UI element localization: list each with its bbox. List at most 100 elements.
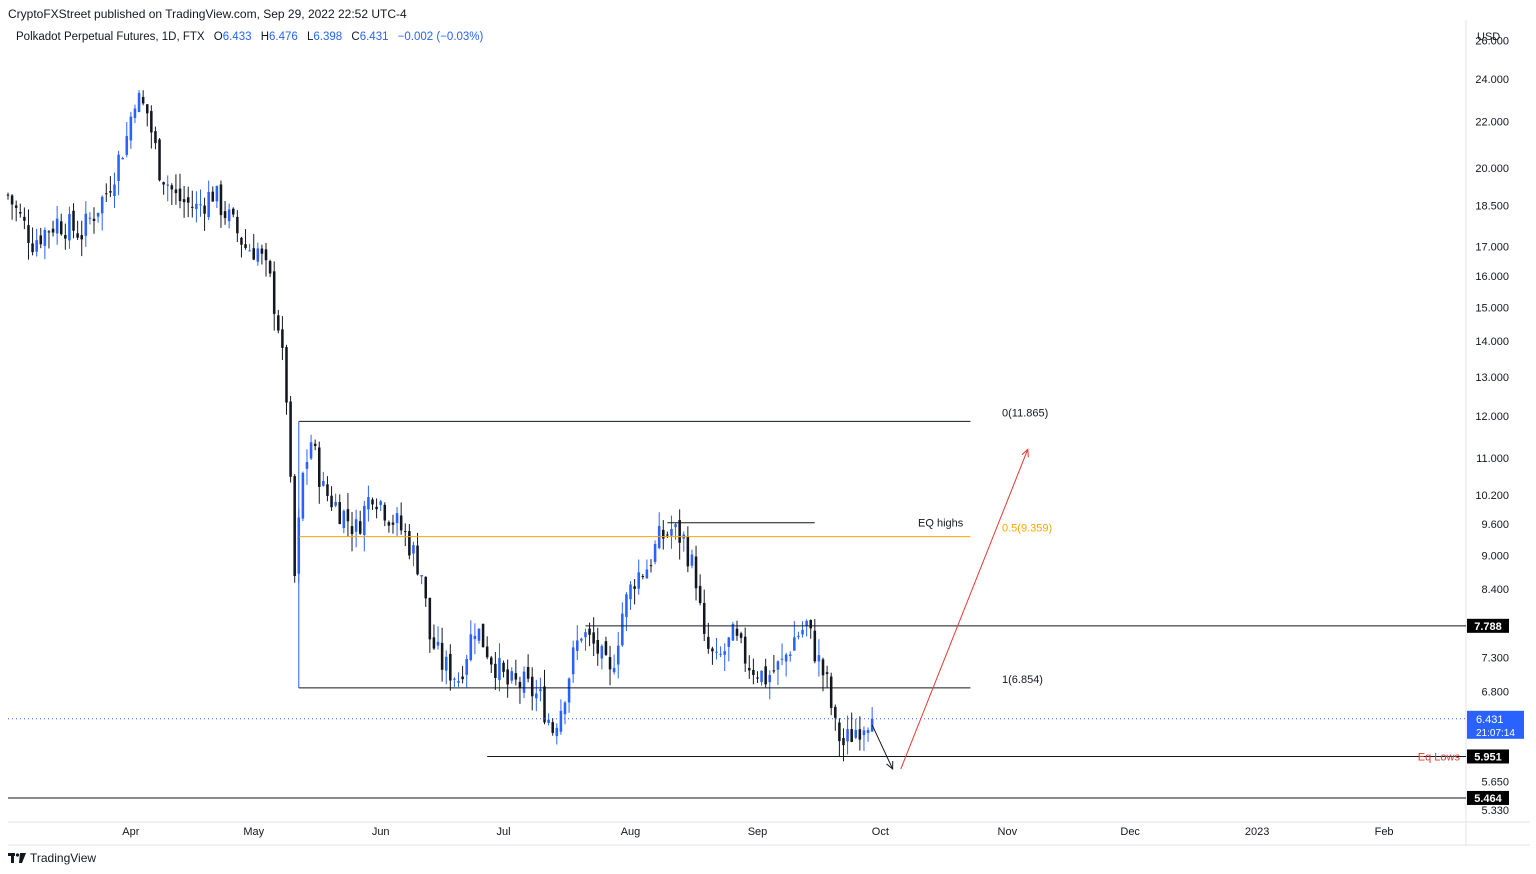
low-value: 6.398 xyxy=(313,31,343,43)
candle-body xyxy=(506,669,509,685)
candle-body xyxy=(367,497,370,510)
candle-body xyxy=(379,501,382,505)
y-tick-label: 7.300 xyxy=(1481,652,1509,664)
candle-body xyxy=(616,645,620,665)
candle-body xyxy=(424,576,428,599)
arrow-head xyxy=(886,760,894,771)
candle-body xyxy=(19,212,22,214)
candle-body xyxy=(100,196,104,214)
y-tick-label: 18.500 xyxy=(1475,201,1509,213)
candle-body xyxy=(768,674,772,683)
y-tick-label: 24.000 xyxy=(1475,74,1509,86)
candle-body xyxy=(51,228,55,233)
arrow-head xyxy=(1021,448,1029,458)
candle-body xyxy=(805,620,808,626)
x-tick-label: 2023 xyxy=(1245,826,1269,838)
candle-body xyxy=(801,629,804,635)
y-tick-label: 8.400 xyxy=(1481,584,1509,596)
fib-level-label: 1(6.854) xyxy=(1002,674,1043,686)
candle-body xyxy=(117,154,120,181)
x-tick-label: Oct xyxy=(872,826,889,838)
candle-body xyxy=(317,447,321,487)
candle-body xyxy=(809,619,812,629)
candle-body xyxy=(412,545,415,554)
candle-body xyxy=(600,645,604,659)
y-tick-label: 14.000 xyxy=(1475,336,1509,348)
arrow-line xyxy=(900,449,1029,770)
candle-body xyxy=(313,443,317,447)
candle-body xyxy=(252,248,255,260)
candle-body xyxy=(559,710,563,732)
y-tick-label: 13.000 xyxy=(1475,372,1509,384)
candle-body xyxy=(612,667,616,673)
candle-body xyxy=(68,214,71,241)
candle-body xyxy=(14,205,18,208)
candle-body xyxy=(797,635,800,637)
candle-body xyxy=(84,213,88,236)
candle-body xyxy=(240,237,243,245)
candle-body xyxy=(866,730,870,734)
current-price-tag xyxy=(1467,710,1524,739)
candle-body xyxy=(813,630,817,662)
candle-body xyxy=(305,462,309,469)
candle-body xyxy=(674,524,677,528)
candle-body xyxy=(342,510,346,528)
y-tick-label: 10.200 xyxy=(1475,490,1509,502)
high-label: H xyxy=(260,31,270,43)
candle-body xyxy=(166,184,169,186)
y-tick-label: 9.600 xyxy=(1481,519,1509,531)
candle-body xyxy=(256,248,260,262)
arrow-line xyxy=(871,724,894,770)
candle-body xyxy=(473,635,477,640)
candle-body xyxy=(129,116,133,141)
fib-level-label: 0(11.865) xyxy=(1002,407,1048,419)
candle-body xyxy=(494,663,497,679)
candle-body xyxy=(264,249,268,261)
candle-body xyxy=(629,584,632,600)
candle-body xyxy=(174,189,178,194)
candle-body xyxy=(535,693,538,699)
candle-body xyxy=(432,637,436,649)
candle-body xyxy=(330,495,333,508)
candle-body xyxy=(526,666,530,679)
candle-body xyxy=(231,208,235,215)
x-tick-label: Dec xyxy=(1120,826,1140,838)
candle-body xyxy=(862,730,866,736)
candle-body xyxy=(387,522,391,526)
candle-body xyxy=(137,92,141,113)
published-header: CryptoFXStreet published on TradingView.… xyxy=(8,7,407,21)
level-price-tag xyxy=(1467,790,1509,805)
candle-body xyxy=(752,669,755,675)
candle-body xyxy=(109,191,112,193)
candle-body xyxy=(453,678,456,680)
currency-label: USD xyxy=(1477,31,1501,43)
candle-body xyxy=(363,505,366,535)
candle-body xyxy=(784,654,788,662)
x-tick-label: Jul xyxy=(497,826,511,838)
candle-body xyxy=(625,594,628,617)
candle-body xyxy=(10,195,14,205)
candle-body xyxy=(80,235,83,240)
instrument-title: Polkadot Perpetual Futures, 1D, FTX xyxy=(16,31,205,43)
candle-body xyxy=(436,641,440,646)
countdown-timer: 21:07:14 xyxy=(1476,728,1515,739)
candle-body xyxy=(211,191,215,202)
candle-body xyxy=(334,501,337,506)
candle-body xyxy=(47,231,51,233)
y-tick-label: 17.000 xyxy=(1475,242,1509,254)
current-price-value: 6.431 xyxy=(1476,714,1504,726)
candle-body xyxy=(141,96,145,104)
candle-body xyxy=(498,658,501,680)
candle-body xyxy=(543,686,546,723)
candle-body xyxy=(338,502,342,525)
candle-body xyxy=(490,657,493,665)
candle-body xyxy=(354,519,358,532)
y-tick-label: 20.000 xyxy=(1475,163,1509,175)
candle-body xyxy=(350,526,354,535)
candle-body xyxy=(502,662,505,672)
candle-body xyxy=(158,139,161,181)
candle-body xyxy=(571,647,575,675)
candle-body xyxy=(170,185,174,190)
candle-body xyxy=(23,216,26,221)
